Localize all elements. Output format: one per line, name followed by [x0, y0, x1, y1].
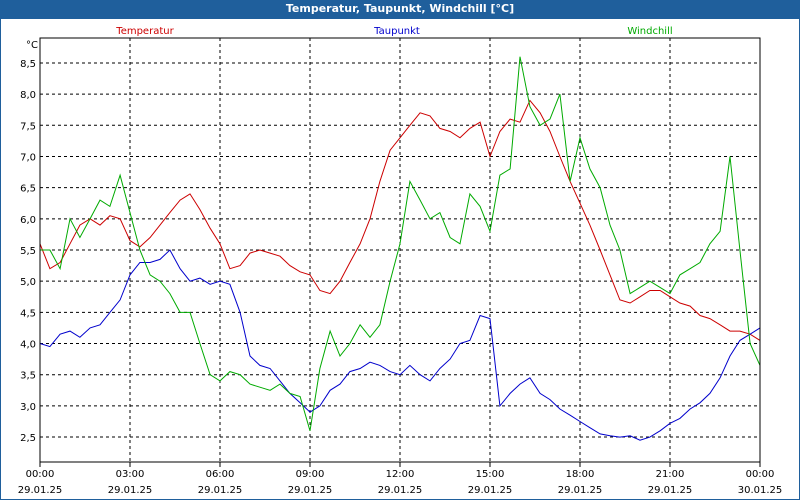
- x-tick-time: 09:00: [296, 469, 325, 480]
- legend-temperatur: Temperatur: [115, 26, 174, 37]
- y-axis-ticks: 2,5 3,0 3,5 4,0 4,5 5,0 5,5 6,0 6,5 7,0 7,5 8,0 8,5: [20, 59, 36, 444]
- x-tick-time: 00:00: [746, 469, 775, 480]
- series-line-temperatur: [39, 99, 761, 341]
- x-tick-date: 29.01.25: [648, 485, 693, 496]
- y-axis-unit: °C: [26, 40, 38, 51]
- x-tick-date: 30.01.25: [738, 485, 783, 496]
- window-title: Temperatur, Taupunkt, Windchill [°C]: [0, 0, 800, 18]
- y-tick-label: 3,0: [20, 402, 36, 413]
- x-tick-date: 29.01.25: [288, 485, 333, 496]
- y-tick-label: 5,5: [20, 246, 36, 257]
- series-line-taupunkt: [39, 249, 761, 441]
- x-tick-date: 29.01.25: [378, 485, 423, 496]
- x-tick-time: 06:00: [206, 469, 235, 480]
- y-tick-label: 7,0: [20, 152, 36, 163]
- legend: Temperatur Taupunkt Windchill: [115, 26, 672, 37]
- grid: [40, 38, 760, 462]
- x-tick-time: 15:00: [476, 469, 505, 480]
- legend-windchill: Windchill: [627, 26, 672, 37]
- series-line-windchill: [40, 56, 761, 431]
- y-tick-label: 7,5: [20, 121, 36, 132]
- x-tick-time: 03:00: [116, 469, 145, 480]
- y-tick-label: 3,5: [20, 371, 36, 382]
- y-tick-label: 6,5: [20, 184, 36, 195]
- y-tick-label: 2,5: [20, 433, 36, 444]
- x-tick-time: 18:00: [566, 469, 595, 480]
- y-tick-label: 4,5: [20, 308, 36, 319]
- y-tick-label: 8,0: [20, 90, 36, 101]
- y-tick-label: 5,0: [20, 277, 36, 288]
- y-tick-label: 4,0: [20, 340, 36, 351]
- x-axis-ticks: 00:00 29.01.25 03:00 29.01.25 06:00 29.01.25 0…: [18, 462, 783, 496]
- x-tick-time: 12:00: [386, 469, 415, 480]
- series-group: [39, 56, 761, 441]
- x-tick-date: 29.01.25: [108, 485, 153, 496]
- legend-taupunkt: Taupunkt: [373, 26, 420, 37]
- x-tick-date: 29.01.25: [558, 485, 603, 496]
- y-tick-label: 6,0: [20, 215, 36, 226]
- x-tick-time: 00:00: [26, 469, 55, 480]
- x-tick-date: 29.01.25: [468, 485, 513, 496]
- plot-border: [39, 37, 761, 463]
- x-tick-date: 29.01.25: [198, 485, 243, 496]
- x-tick-date: 29.01.25: [18, 485, 63, 496]
- x-tick-time: 21:00: [656, 469, 685, 480]
- y-tick-label: 8,5: [20, 59, 36, 70]
